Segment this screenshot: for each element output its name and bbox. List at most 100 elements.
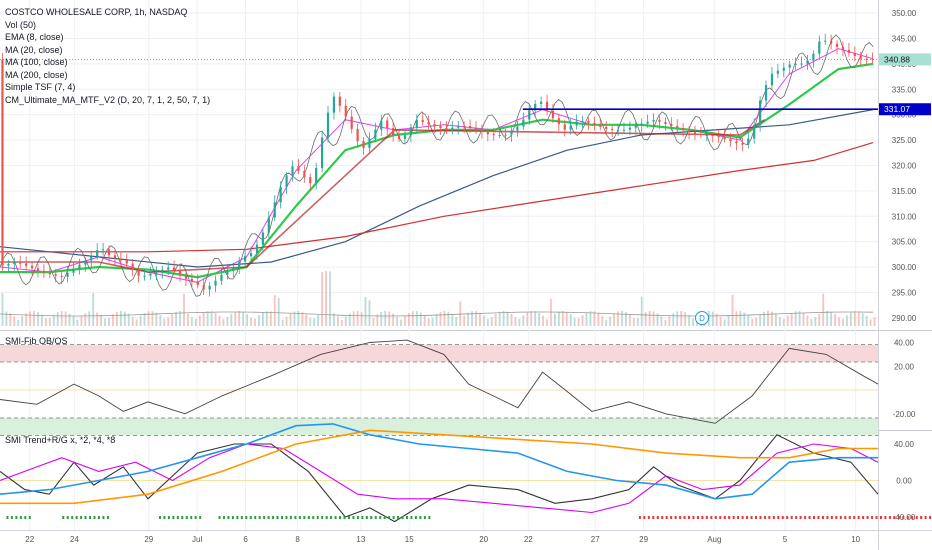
candle-body	[557, 118, 560, 125]
volume-bar	[838, 317, 840, 326]
cm-ultimate-line	[0, 119, 766, 273]
volume-bar	[218, 315, 221, 326]
volume-bar	[226, 317, 229, 326]
volume-bar	[56, 312, 59, 326]
candle-body	[687, 130, 691, 133]
volume-bar	[131, 316, 134, 326]
candle-body	[818, 41, 821, 54]
volume-bar	[498, 311, 501, 326]
candle-body	[841, 46, 845, 50]
candle-body	[178, 270, 182, 276]
candle-body	[48, 272, 51, 275]
volume-bar	[68, 313, 71, 326]
trend-signal-dot	[419, 516, 422, 519]
candle-body	[741, 143, 744, 145]
volume-bar	[336, 316, 339, 326]
trend-signal-dot	[181, 516, 184, 519]
volume-bar	[64, 311, 67, 326]
candle-body	[66, 272, 69, 277]
volume-bar	[849, 312, 852, 326]
volume-bar	[763, 311, 765, 326]
candle-body	[184, 275, 188, 279]
indicator-vol[interactable]: Vol (50)	[5, 19, 37, 30]
candle-body	[380, 120, 383, 130]
indicator-ema[interactable]: EMA (8, close)	[5, 32, 64, 42]
candle-body	[759, 100, 762, 125]
trend-signal-dot	[258, 516, 261, 519]
volume-bar	[869, 319, 872, 326]
volume-bar	[814, 317, 817, 326]
volume-bar	[52, 314, 55, 326]
volume-bar	[368, 300, 371, 326]
volume-bar	[873, 316, 876, 326]
candle-body	[161, 269, 164, 272]
x-tick-label: 24	[70, 535, 79, 544]
indicator-cm-ultimate[interactable]: CM_Ultimate_MA_MTF_V2 (D, 20, 7, 1, 2, 5…	[5, 94, 211, 105]
volume-bar	[309, 317, 312, 326]
volume-bar	[455, 316, 458, 326]
volume-bar	[198, 315, 201, 326]
volume-bar	[494, 313, 497, 326]
trend-signal-dot	[893, 516, 896, 519]
series-line-ma200	[0, 142, 874, 253]
indicator-ma20[interactable]: MA (20, close)	[5, 44, 63, 55]
trend-signal-dot	[185, 516, 188, 519]
candle-body	[386, 120, 389, 129]
volume-bar	[21, 316, 24, 326]
volume-bar	[648, 311, 651, 326]
volume-bar	[175, 311, 177, 326]
candle-body	[101, 249, 105, 251]
volume-bar	[163, 318, 166, 326]
candle-body	[640, 123, 643, 126]
candle-body	[303, 171, 306, 178]
trend-signal-dot	[298, 516, 301, 519]
volume-bar	[684, 312, 687, 326]
candle-body	[735, 141, 738, 144]
volume-bar	[388, 311, 391, 326]
candle-body	[362, 141, 365, 148]
indicator-ma100[interactable]: MA (100, close)	[5, 57, 68, 67]
volume-bar	[258, 315, 260, 326]
volume-bar	[5, 311, 8, 326]
trend-signal-dot	[679, 516, 682, 519]
volume-bar	[167, 317, 170, 326]
x-tick-label: 27	[591, 535, 600, 544]
trend-signal-dot	[97, 516, 100, 519]
volume-bar	[60, 311, 63, 326]
volume-bar	[810, 319, 813, 326]
trend-signal-dot	[172, 516, 175, 519]
indicator-ma200[interactable]: MA (200, close)	[5, 69, 68, 80]
volume-bar	[747, 315, 750, 326]
volume-bar	[392, 313, 395, 326]
trend-signal-dot	[830, 516, 833, 519]
volume-bar	[123, 311, 126, 326]
candle-body	[587, 120, 590, 123]
volume-bar	[250, 317, 252, 326]
indicator-tsf[interactable]: Simple TSF (7, 4)	[5, 82, 76, 92]
trend-signal-dot	[920, 516, 923, 519]
candle-body	[451, 127, 454, 130]
trend-signal-dot	[263, 516, 266, 519]
candle-body	[486, 132, 489, 135]
trend-signal-dot	[75, 516, 78, 519]
trend-signal-dot	[388, 516, 391, 519]
volume-bar	[194, 319, 197, 326]
candle-body	[575, 121, 578, 126]
trend-signal-dot	[915, 516, 918, 519]
candle-body	[634, 125, 637, 128]
trend-signal-dot	[808, 516, 811, 519]
trend-signal-dot	[28, 516, 31, 519]
smi-trend-pane-title[interactable]: SMI Trend+R/G x, *2, *4, *8	[5, 435, 116, 445]
y-tick-label: 300.00	[892, 263, 917, 272]
trend-signal-dot	[6, 516, 9, 519]
smi-fib-pane-title[interactable]: SMI-Fib OB/OS	[5, 336, 68, 346]
volume-bar	[139, 315, 142, 326]
candle-body	[244, 256, 247, 262]
candle-body	[599, 124, 602, 128]
candle-body	[616, 129, 620, 131]
volume-bar	[577, 318, 580, 326]
trend-signal-dot	[929, 516, 932, 519]
volume-bar	[486, 319, 489, 326]
volume-bar	[25, 313, 28, 326]
